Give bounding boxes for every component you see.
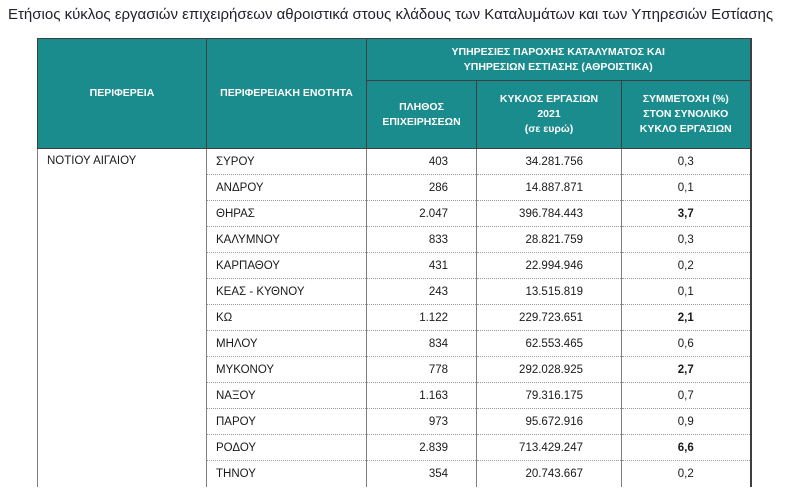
unit-cell: ΚΑΛΥΜΝΟΥ: [206, 226, 367, 253]
header-group-row: ΠΕΡΙΦΕΡΕΙΑ ΠΕΡΙΦΕΡΕΙΑΚΗ ΕΝΟΤΗΤΑ ΥΠΗΡΕΣΙΕ…: [37, 38, 752, 149]
page-title: Ετήσιος κύκλος εργασιών επιχειρήσεων αθρ…: [8, 6, 774, 23]
unit-cell: ΚΑΡΠΑΘΟΥ: [206, 252, 367, 279]
table-header: ΠΕΡΙΦΕΡΕΙΑ ΠΕΡΙΦΕΡΕΙΑΚΗ ΕΝΟΤΗΤΑ ΥΠΗΡΕΣΙΕ…: [37, 38, 752, 149]
businesses-cell: 286: [366, 174, 477, 201]
turnover-cell: 20.743.667: [476, 460, 622, 487]
table-row: ΚΕΑΣ - ΚΥΘΝΟΥ 243 13.515.819 0,1: [38, 278, 752, 305]
turnover-cell: 28.821.759: [476, 226, 622, 253]
turnover-cell: 95.672.916: [476, 408, 622, 435]
turnover-cell: 292.028.925: [476, 356, 622, 383]
table-row: ΑΝΔΡΟΥ 286 14.887.871 0,1: [38, 174, 752, 201]
unit-cell: ΝΑΞΟΥ: [206, 382, 367, 409]
participation-cell: 0,3: [621, 148, 752, 175]
businesses-cell: 403: [366, 148, 477, 175]
businesses-cell: 1.163: [366, 382, 477, 409]
businesses-cell: 834: [366, 330, 477, 357]
unit-cell: ΘΗΡΑΣ: [206, 200, 367, 227]
participation-cell: 2,7: [621, 356, 752, 383]
businesses-cell: 431: [366, 252, 477, 279]
table-row: ΝΑΞΟΥ 1.163 79.316.175 0,7: [38, 382, 752, 409]
turnover-cell: 713.429.247: [476, 434, 622, 461]
businesses-cell: 2.839: [366, 434, 477, 461]
table-row: ΘΗΡΑΣ 2.047 396.784.443 3,7: [38, 200, 752, 227]
header-turnover: ΚΥΚΛΟΣ ΕΡΓΑΣΙΩΝ 2021 (σε ευρώ): [476, 80, 622, 149]
header-businesses: ΠΛΗΘΟΣ ΕΠΙΧΕΙΡΗΣΕΩΝ: [366, 80, 477, 149]
businesses-cell: 833: [366, 226, 477, 253]
businesses-cell: 243: [366, 278, 477, 305]
unit-cell: ΣΥΡΟΥ: [206, 148, 367, 175]
turnover-table: ΠΕΡΙΦΕΡΕΙΑ ΠΕΡΙΦΕΡΕΙΑΚΗ ΕΝΟΤΗΤΑ ΥΠΗΡΕΣΙΕ…: [37, 38, 752, 487]
unit-cell: ΜΥΚΟΝΟΥ: [206, 356, 367, 383]
header-sub-row: ΠΛΗΘΟΣ ΕΠΙΧΕΙΡΗΣΕΩΝ ΚΥΚΛΟΣ ΕΡΓΑΣΙΩΝ 2021…: [38, 80, 752, 149]
participation-cell: 0,2: [621, 460, 752, 487]
participation-cell: 0,6: [621, 330, 752, 357]
unit-cell: ΜΗΛΟΥ: [206, 330, 367, 357]
turnover-cell: 62.553.465: [476, 330, 622, 357]
participation-cell: 6,6: [621, 434, 752, 461]
unit-cell: ΡΟΔΟΥ: [206, 434, 367, 461]
table-row: ΜΗΛΟΥ 834 62.553.465 0,6: [38, 330, 752, 357]
table-body: ΝΟΤΙΟΥ ΑΙΓΑΙΟΥ ΣΥΡΟΥ 403 34.281.756 0,3 …: [37, 148, 752, 487]
header-participation: ΣΥΜΜΕΤΟΧΗ (%) ΣΤΟΝ ΣΥΝΟΛΙΚΟ ΚΥΚΛΟ ΕΡΓΑΣΙ…: [621, 80, 752, 149]
table-row: ΜΥΚΟΝΟΥ 778 292.028.925 2,7: [38, 356, 752, 383]
table-row: ΡΟΔΟΥ 2.839 713.429.247 6,6: [38, 434, 752, 461]
turnover-cell: 22.994.946: [476, 252, 622, 279]
turnover-cell: 79.316.175: [476, 382, 622, 409]
unit-cell: ΑΝΔΡΟΥ: [206, 174, 367, 201]
turnover-cell: 229.723.651: [476, 304, 622, 331]
region-cell: ΝΟΤΙΟΥ ΑΙΓΑΙΟΥ: [37, 148, 207, 487]
businesses-cell: 2.047: [366, 200, 477, 227]
participation-cell: 0,9: [621, 408, 752, 435]
turnover-cell: 14.887.871: [476, 174, 622, 201]
unit-cell: ΚΩ: [206, 304, 367, 331]
table-row: ΚΑΡΠΑΘΟΥ 431 22.994.946 0,2: [38, 252, 752, 279]
turnover-cell: 13.515.819: [476, 278, 622, 305]
participation-cell: 0,7: [621, 382, 752, 409]
participation-cell: 0,1: [621, 174, 752, 201]
table-row: ΝΟΤΙΟΥ ΑΙΓΑΙΟΥ ΣΥΡΟΥ 403 34.281.756 0,3: [37, 148, 752, 487]
participation-cell: 3,7: [621, 200, 752, 227]
participation-cell: 0,2: [621, 252, 752, 279]
businesses-cell: 973: [366, 408, 477, 435]
header-services-group: ΥΠΗΡΕΣΙΕΣ ΠΑΡΟΧΗΣ ΚΑΤΑΛΥΜΑΤΟΣ ΚΑΙ ΥΠΗΡΕΣ…: [366, 38, 752, 81]
participation-cell: 0,1: [621, 278, 752, 305]
unit-cell: ΠΑΡΟΥ: [206, 408, 367, 435]
businesses-cell: 1.122: [366, 304, 477, 331]
participation-cell: 0,3: [621, 226, 752, 253]
header-regional-unit: ΠΕΡΙΦΕΡΕΙΑΚΗ ΕΝΟΤΗΤΑ: [206, 38, 367, 149]
header-region: ΠΕΡΙΦΕΡΕΙΑ: [37, 38, 207, 149]
table-row: ΚΑΛΥΜΝΟΥ 833 28.821.759 0,3: [38, 226, 752, 253]
businesses-cell: 778: [366, 356, 477, 383]
table-row: ΚΩ 1.122 229.723.651 2,1: [38, 304, 752, 331]
turnover-cell: 34.281.756: [476, 148, 622, 175]
unit-cell: ΤΗΝΟΥ: [206, 460, 367, 487]
unit-cell: ΚΕΑΣ - ΚΥΘΝΟΥ: [206, 278, 367, 305]
table-row: ΠΑΡΟΥ 973 95.672.916 0,9: [38, 408, 752, 435]
table-row: ΤΗΝΟΥ 354 20.743.667 0,2: [38, 460, 752, 487]
participation-cell: 2,1: [621, 304, 752, 331]
businesses-cell: 354: [366, 460, 477, 487]
turnover-cell: 396.784.443: [476, 200, 622, 227]
